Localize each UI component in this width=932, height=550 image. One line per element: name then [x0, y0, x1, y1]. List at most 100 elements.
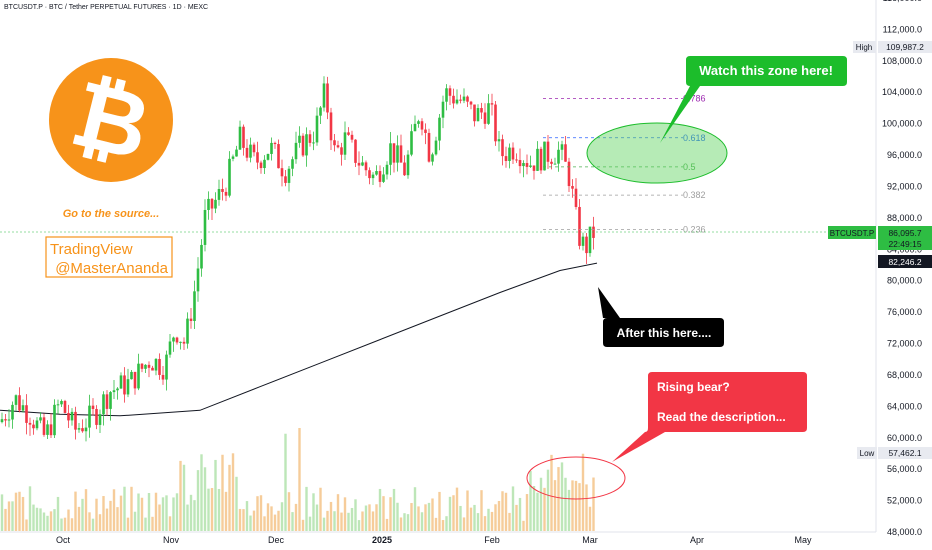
time-axis[interactable]: Oct Nov Dec 2025 Feb Mar Apr May — [56, 535, 812, 545]
candle-body — [347, 132, 350, 135]
volume-bar — [522, 520, 525, 531]
volume-bar — [98, 514, 102, 531]
volume-bar — [445, 516, 448, 531]
volume-bar — [144, 517, 147, 531]
candle-body — [60, 400, 63, 405]
after-this-callout[interactable]: After this here.... — [598, 287, 724, 347]
candle-body — [21, 405, 25, 411]
volume-bar — [235, 476, 238, 531]
volume-bar — [403, 513, 406, 531]
candle-body — [196, 268, 200, 292]
volume-bar — [532, 486, 536, 531]
volume-bar — [0, 494, 4, 531]
volume-bar — [102, 496, 105, 531]
volume-bar — [504, 492, 508, 531]
bitcoin-logo-circle — [49, 58, 173, 182]
candle-body — [53, 404, 56, 436]
volume-bar — [270, 506, 273, 531]
candle-body — [438, 117, 441, 141]
volume-bar — [557, 467, 560, 531]
volume-ellipse[interactable] — [526, 456, 626, 500]
volume-bar — [39, 508, 42, 531]
watch-zone-callout[interactable]: Watch this zone here! — [660, 56, 847, 143]
last-price-badge: BTCUSDT.P 86,095.7 22:49:15 — [828, 226, 932, 250]
candle-body — [354, 139, 357, 163]
candle-body — [322, 83, 326, 108]
volume-bar — [140, 497, 144, 531]
candle-body — [326, 83, 329, 113]
candle-body — [39, 417, 42, 421]
fibonacci-retracement[interactable]: 0.786 0.618 0.5 0.382 0.236 — [543, 94, 706, 235]
candle-body — [280, 168, 284, 177]
volume-bar — [154, 492, 158, 531]
volume-bar — [466, 490, 469, 531]
candle-body — [214, 199, 217, 209]
volume-bar — [305, 486, 308, 531]
volume-bar — [77, 506, 81, 531]
candle-body — [235, 149, 238, 157]
candle-body — [546, 141, 550, 162]
candle-body — [238, 126, 242, 150]
volume-bar — [525, 494, 529, 531]
candle-body — [452, 95, 455, 104]
volume-bar — [46, 515, 49, 531]
volume-bar — [18, 491, 21, 531]
candle-body — [56, 404, 60, 406]
after-this-text: After this here.... — [617, 326, 712, 340]
volume-bar — [256, 496, 259, 531]
y-tick-label: 72,000.0 — [887, 339, 922, 349]
candle-body — [329, 112, 333, 141]
x-tick-label: Apr — [690, 535, 704, 545]
volume-bar — [266, 503, 270, 531]
candle-body — [550, 161, 553, 164]
volume-bar — [137, 493, 140, 531]
candle-body — [266, 153, 270, 160]
candle-body — [147, 364, 151, 368]
volume-bar — [179, 460, 182, 531]
volume-bar — [382, 496, 385, 531]
y-tick-label: 80,000.0 — [887, 276, 922, 286]
volume-bar — [515, 504, 518, 531]
volume-bar — [546, 469, 550, 531]
countdown-value: 22:49:15 — [888, 239, 921, 249]
candlesticks — [0, 76, 595, 442]
candle-body — [277, 144, 280, 169]
candle-body — [11, 404, 14, 420]
bitcoin-logo: ₿ — [49, 58, 173, 182]
candle-body — [259, 162, 263, 169]
candle-body — [585, 236, 588, 254]
candle-body — [74, 411, 77, 430]
watch-zone-ellipse[interactable] — [586, 122, 728, 184]
volume-bar — [539, 477, 543, 531]
candle-body — [81, 428, 84, 432]
candle-body — [588, 226, 592, 254]
candle-body — [536, 148, 539, 171]
volume-histogram — [0, 427, 595, 531]
volume-bar — [151, 516, 154, 531]
candle-body — [396, 145, 399, 163]
rising-bear-callout[interactable]: Rising bear? Read the description... — [612, 372, 807, 462]
candle-body — [172, 337, 175, 342]
volume-bar — [340, 512, 343, 531]
volume-bar — [364, 505, 368, 531]
candle-body — [389, 143, 392, 165]
candle-body — [179, 341, 182, 343]
volume-bar — [284, 433, 287, 531]
candle-body — [522, 163, 525, 167]
candle-body — [525, 163, 529, 167]
candle-body — [137, 363, 140, 389]
candle-body — [95, 408, 98, 425]
volume-bar — [336, 494, 340, 531]
volume-bar — [196, 470, 200, 531]
volume-bar — [406, 514, 410, 531]
volume-bar — [259, 495, 263, 531]
y-tick-label: 92,000.0 — [887, 181, 922, 191]
candle-body — [343, 132, 347, 155]
candle-body — [32, 424, 35, 429]
volume-bar — [490, 511, 494, 531]
volume-bar — [224, 491, 228, 531]
candle-body — [578, 206, 581, 246]
candle-body — [256, 152, 259, 163]
volume-bar — [396, 502, 399, 531]
